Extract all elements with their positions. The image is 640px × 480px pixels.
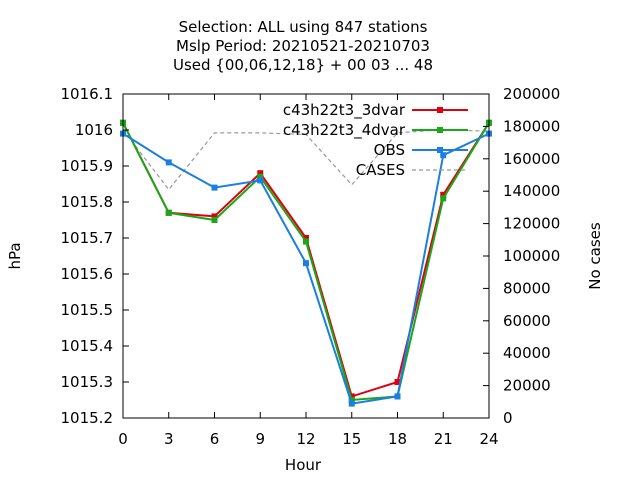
title-line-1: Selection: ALL using 847 stations: [179, 18, 428, 36]
y-tick-label: 1015.5: [61, 301, 114, 319]
x-tick-label: 0: [118, 430, 128, 448]
series-3-point: [440, 152, 447, 159]
x-tick-label: 15: [342, 430, 361, 448]
series-1-point: [440, 191, 447, 198]
series-2-point: [165, 209, 172, 216]
series-1-point: [303, 235, 309, 241]
y2-tick-label: 200000: [503, 85, 560, 103]
y2-tick-label: 180000: [503, 117, 560, 135]
y-tick-label: 1016: [75, 121, 113, 139]
series-3-line: [122, 132, 490, 405]
series-1-point: [394, 379, 401, 385]
title-line-2: Mslp Period: 20210521-20210703: [176, 37, 430, 55]
series-1-point: [211, 213, 218, 220]
x-axis: 0 3 6 9 12 15 18 21 24: [118, 94, 499, 448]
x-tick-label: 24: [479, 430, 498, 448]
x-tick-label: 18: [388, 430, 407, 448]
y-tick-label: 1015.4: [61, 337, 114, 355]
legend-label: CASES: [356, 161, 405, 179]
y2-tick-label: 160000: [503, 150, 560, 168]
x-tick-label: 9: [255, 430, 265, 448]
y-axis-label: hPa: [6, 242, 24, 269]
y2-tick-label: 0: [503, 409, 513, 427]
x-tick-label: 3: [164, 430, 174, 448]
series-3-point: [165, 159, 172, 166]
y2-tick-label: 20000: [503, 377, 551, 395]
chart-title: Selection: ALL using 847 stations Mslp P…: [173, 18, 433, 74]
series-3-point: [394, 393, 401, 400]
series-3-point: [211, 184, 218, 191]
y-axis-left: 1015.2 1015.3 1015.4 1015.5 1015.6 1015.7 1015…: [61, 85, 129, 427]
y-tick-label: 1015.7: [61, 229, 114, 247]
y-tick-label: 1015.6: [61, 265, 114, 283]
y-tick-label: 1015.2: [61, 409, 114, 427]
y2-tick-label: 100000: [503, 247, 560, 265]
y-tick-label: 1015.9: [61, 157, 114, 175]
y2-tick-label: 140000: [503, 182, 560, 200]
y2-tick-label: 80000: [503, 279, 551, 297]
x-tick-label: 12: [296, 430, 315, 448]
title-line-3: Used {00,06,12,18} + 00 03 ... 48: [173, 56, 433, 74]
series-2-point: [257, 173, 264, 180]
legend-label: c43h22t3_3dvar: [283, 101, 406, 120]
series-1-point: [257, 170, 264, 177]
series-3-point: [257, 177, 264, 184]
legend-label: c43h22t3_4dvar: [283, 121, 406, 140]
legend-swatch-marker: [437, 147, 443, 153]
series-2-point: [211, 217, 218, 223]
series-2-point: [440, 195, 447, 202]
series-3-point: [348, 400, 355, 407]
series-2-point: [303, 238, 309, 245]
series-1-line: [122, 122, 490, 398]
y2-tick-label: 60000: [503, 312, 551, 330]
y-tick-label: 1016.1: [61, 85, 114, 103]
x-axis-label: Hour: [285, 456, 322, 474]
y-tick-label: 1015.3: [61, 373, 114, 391]
legend-label: OBS: [374, 141, 405, 159]
series-3-point: [303, 260, 309, 267]
y2-axis-label: No cases: [586, 222, 604, 290]
plot-frame: [122, 93, 490, 419]
series-layer: [120, 119, 492, 407]
y2-tick-label: 40000: [503, 344, 551, 362]
y-axis-right: 0 20000 40000 60000 80000 100000 120000 140000 1…: [483, 85, 560, 427]
legend-swatch-marker: [437, 107, 443, 113]
series-2-point: [348, 397, 355, 403]
y2-tick-label: 120000: [503, 215, 560, 233]
legend-swatch-marker: [437, 127, 443, 133]
x-tick-label: 21: [434, 430, 453, 448]
y-tick-label: 1015.8: [61, 193, 114, 211]
x-tick-label: 6: [210, 430, 220, 448]
